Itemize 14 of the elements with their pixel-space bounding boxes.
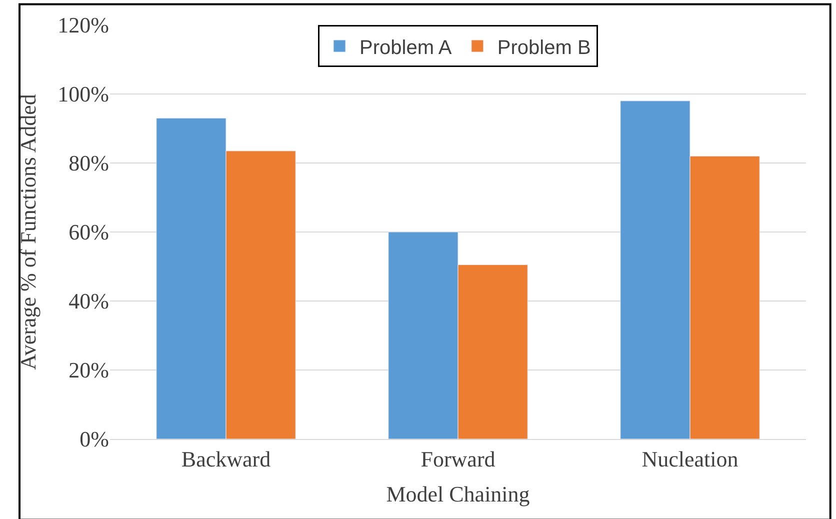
y-tick-label: 80% — [68, 150, 109, 176]
x-tick-label: Backward — [181, 446, 271, 472]
y-tick-label: 100% — [58, 82, 109, 107]
y-axis-title: Average % of Functions Added — [15, 94, 40, 370]
y-tick-label: 40% — [68, 288, 109, 314]
x-axis-title: Model Chaining — [386, 481, 530, 506]
legend-label: Problem A — [360, 36, 452, 59]
y-tick-label: 20% — [68, 358, 109, 383]
x-tick-label: Forward — [420, 446, 496, 472]
y-tick-label: 60% — [68, 220, 109, 245]
x-tick-label: Nucleation — [642, 446, 738, 472]
y-tick-label: 120% — [58, 12, 109, 38]
y-tick-label: 0% — [80, 426, 109, 452]
legend-label: Problem B — [497, 36, 591, 59]
